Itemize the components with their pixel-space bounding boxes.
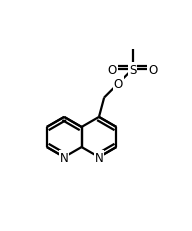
Text: N: N bbox=[95, 151, 103, 164]
Text: S: S bbox=[129, 63, 136, 76]
Text: O: O bbox=[108, 63, 117, 76]
Text: N: N bbox=[60, 151, 69, 164]
Text: O: O bbox=[148, 63, 157, 76]
Text: O: O bbox=[114, 77, 123, 90]
